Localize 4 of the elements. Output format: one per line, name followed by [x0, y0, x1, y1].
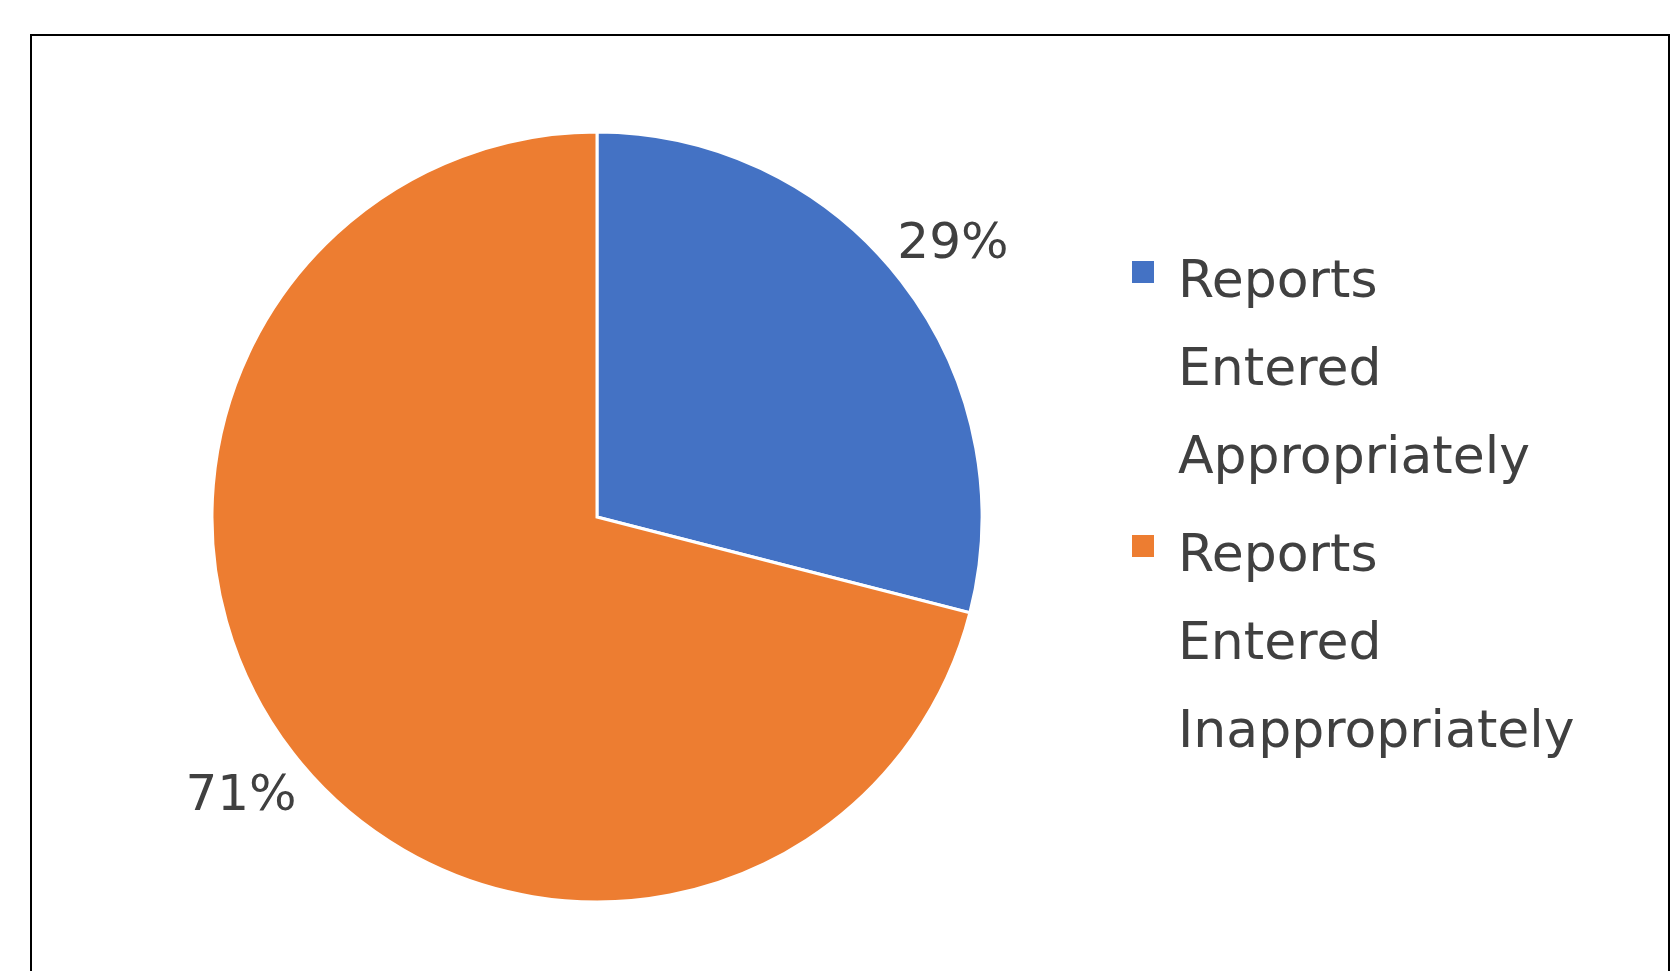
- data-label: 71%: [185, 764, 297, 823]
- legend-label: Reports Entered Appropriately: [1178, 248, 1531, 487]
- legend-label: Reports Entered Inappropriately: [1178, 522, 1575, 761]
- data-label: 29%: [897, 211, 1009, 270]
